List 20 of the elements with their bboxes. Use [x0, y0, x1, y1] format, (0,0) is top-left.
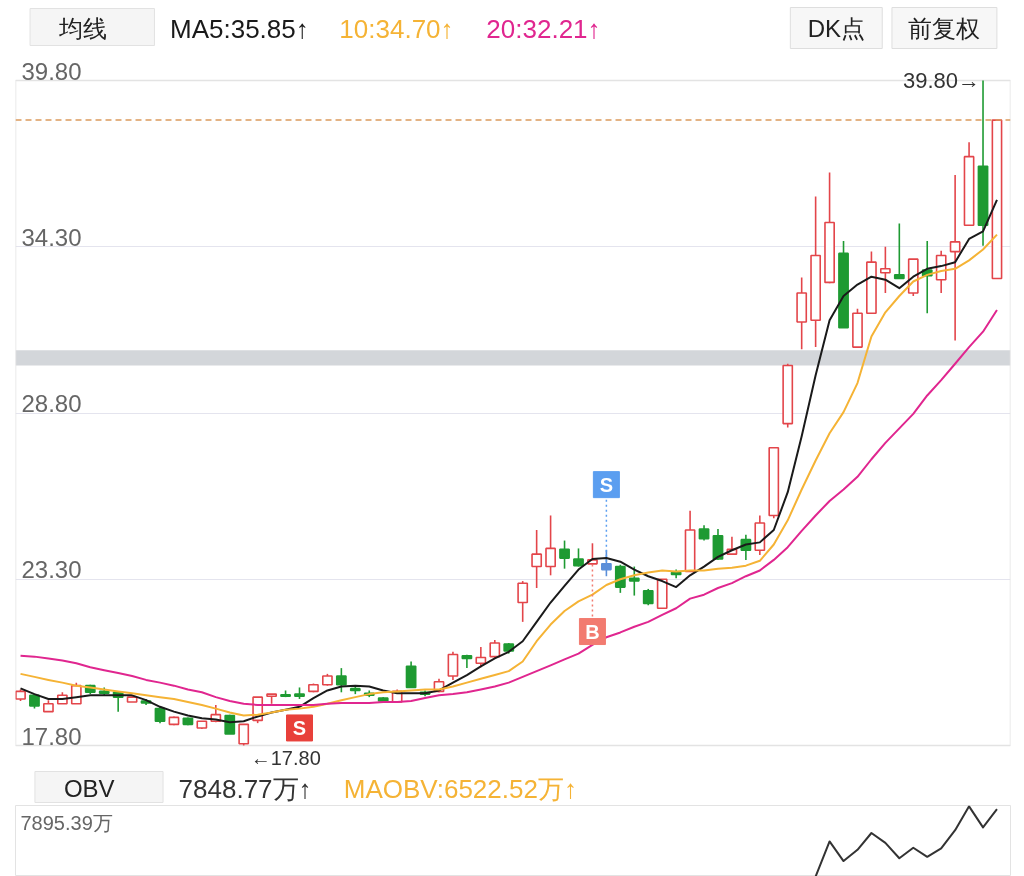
annotation: 7895.39万 [20, 811, 113, 834]
y-tick-label: 28.80 [21, 390, 82, 417]
text: DK点 [807, 15, 865, 42]
chart-title: 均线 [57, 15, 107, 42]
text: 7848.77万↑ [178, 773, 312, 804]
series-label: S [599, 473, 614, 496]
series-label: B [585, 620, 600, 643]
y-tick-label: 17.80 [21, 722, 82, 750]
text: 前复权 [908, 15, 981, 42]
y-tick-label: 39.80 [21, 57, 82, 85]
y-tick-label: 34.30 [21, 223, 82, 251]
series-label: S [292, 716, 307, 739]
text: 10:34.70↑ [339, 13, 454, 44]
y-tick-label: 23.30 [21, 556, 82, 584]
chart-title: OBV [63, 775, 115, 802]
legend-label: MAOBV:6522.52万↑ [343, 773, 577, 804]
text: MA5:35.85↑ [170, 13, 309, 44]
text: 39.80→ [902, 68, 981, 93]
text: 20:32.21↑ [486, 13, 601, 44]
text: ←17.80 [250, 746, 321, 769]
